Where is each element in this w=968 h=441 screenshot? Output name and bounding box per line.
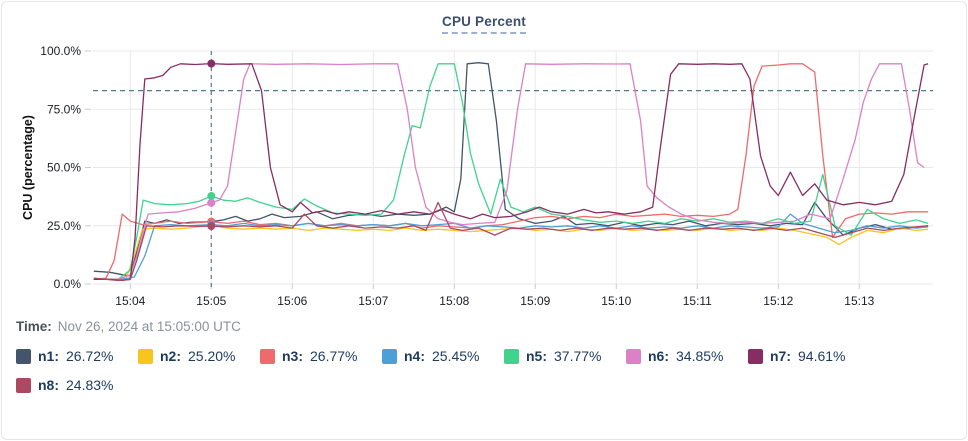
chart-footer: Time: Nov 26, 2024 at 15:05:00 UTC n1: 26.…: [2, 319, 966, 393]
y-tick-label: 50.0%: [47, 161, 81, 175]
legend-series-value: 25.45%: [432, 348, 480, 364]
legend-item-n5[interactable]: n5: 37.77%: [504, 348, 610, 364]
legend-swatch-n8: [16, 377, 31, 393]
series-line-n4: [93, 213, 929, 280]
legend-swatch-n6: [626, 348, 641, 364]
cursor-dot-n6: [207, 198, 216, 207]
legend-series-name: n5:: [526, 348, 547, 364]
legend-series-name: n1:: [38, 348, 59, 364]
x-tick-label: 15:12: [763, 294, 793, 308]
x-tick-label: 15:07: [358, 294, 388, 308]
series-line-n6: [93, 63, 925, 280]
y-axis-title: CPU (percentage): [21, 115, 35, 220]
cursor-dot-n5: [207, 192, 216, 200]
page-title: CPU Percent: [442, 14, 526, 34]
series-line-n3: [93, 63, 929, 280]
chart-legend: n1: 26.72% n2: 25.20% n3: 26.77% n4: 25.45% n5: 3…: [16, 348, 962, 393]
panel-header: CPU Percent: [2, 2, 966, 39]
legend-series-value: 25.20%: [188, 348, 236, 364]
legend-item-n8[interactable]: n8: 24.83%: [16, 377, 122, 393]
cpu-chart-svg: 0.0% 25.0% 50.0% 75.0% 100.0% 15:04 15:05 15:06…: [21, 44, 933, 308]
y-tick-label: 75.0%: [47, 102, 81, 116]
legend-series-value: 26.72%: [66, 348, 114, 364]
legend-item-n6[interactable]: n6: 34.85%: [626, 348, 732, 364]
legend-series-name: n8:: [38, 377, 59, 393]
legend-series-value: 24.83%: [66, 377, 114, 393]
cursor-dot-n8: [207, 222, 216, 231]
time-value: Nov 26, 2024 at 15:05:00 UTC: [57, 319, 241, 334]
series-line-n1: [93, 62, 929, 277]
x-tick-label: 15:04: [115, 294, 145, 308]
x-tick-label: 15:13: [844, 294, 874, 308]
x-tick-label: 15:11: [683, 294, 712, 308]
y-tick-label: 100.0%: [40, 44, 81, 58]
cpu-chart[interactable]: 0.0% 25.0% 50.0% 75.0% 100.0% 15:04 15:05 15:06…: [2, 39, 966, 311]
legend-series-value: 94.61%: [798, 348, 846, 364]
legend-swatch-n2: [138, 348, 153, 364]
legend-item-n4[interactable]: n4: 25.45%: [382, 348, 488, 364]
legend-series-value: 34.85%: [676, 348, 724, 364]
x-tick-label: 15:09: [520, 294, 550, 308]
legend-series-name: n6:: [648, 348, 669, 364]
legend-series-name: n3:: [282, 348, 303, 364]
legend-series-name: n7:: [770, 348, 791, 364]
legend-item-n1[interactable]: n1: 26.72%: [16, 348, 122, 364]
legend-series-name: n4:: [404, 348, 425, 364]
legend-series-value: 37.77%: [554, 348, 602, 364]
series-line-n5: [93, 63, 929, 280]
x-tick-label: 15:10: [601, 294, 631, 308]
legend-item-n2[interactable]: n2: 25.20%: [138, 348, 244, 364]
series-line-n8: [93, 201, 929, 282]
x-tick-label: 15:08: [439, 294, 469, 308]
cursor-dot-n7: [207, 59, 216, 68]
legend-item-n3[interactable]: n3: 26.77%: [260, 348, 366, 364]
y-tick-label: 25.0%: [47, 219, 81, 233]
time-row: Time: Nov 26, 2024 at 15:05:00 UTC: [16, 319, 966, 334]
x-tick-label: 15:06: [277, 294, 307, 308]
series-line-n7: [93, 62, 929, 282]
legend-swatch-n3: [260, 348, 275, 364]
x-tick-label: 15:05: [196, 294, 226, 308]
legend-swatch-n4: [382, 348, 397, 364]
legend-swatch-n5: [504, 348, 519, 364]
series-line-n2: [93, 224, 929, 280]
legend-series-name: n2:: [160, 348, 181, 364]
legend-swatch-n7: [748, 348, 763, 364]
legend-item-n7[interactable]: n7: 94.61%: [748, 348, 854, 364]
y-tick-label: 0.0%: [54, 277, 82, 291]
legend-swatch-n1: [16, 348, 31, 364]
time-label: Time:: [16, 319, 52, 334]
legend-series-value: 26.77%: [310, 348, 358, 364]
